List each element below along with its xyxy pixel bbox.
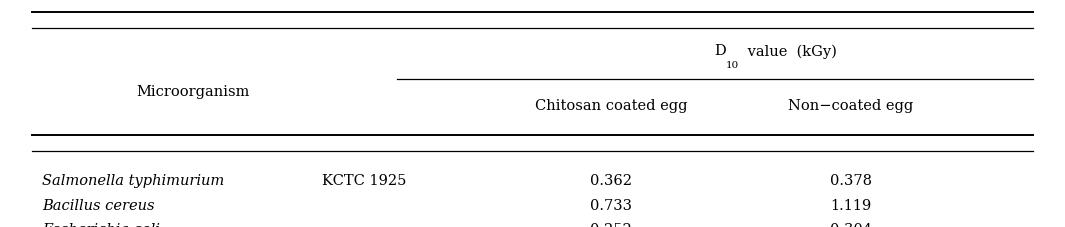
Text: 0.378: 0.378 xyxy=(830,173,872,187)
Text: 10: 10 xyxy=(725,61,739,70)
Text: 0.362: 0.362 xyxy=(590,173,632,187)
Text: value  (kGy): value (kGy) xyxy=(743,44,837,58)
Text: Chitosan coated egg: Chitosan coated egg xyxy=(535,99,687,113)
Text: KCTC 1925: KCTC 1925 xyxy=(322,173,406,187)
Text: Microorganism: Microorganism xyxy=(136,84,250,98)
Text: 1.119: 1.119 xyxy=(831,198,871,212)
Text: Bacillus cereus: Bacillus cereus xyxy=(42,198,154,212)
Text: D: D xyxy=(714,44,725,58)
Text: Non−coated egg: Non−coated egg xyxy=(788,99,914,113)
Text: 0.252: 0.252 xyxy=(590,222,632,227)
Text: 0.733: 0.733 xyxy=(590,198,632,212)
Text: Escherichia coli: Escherichia coli xyxy=(42,222,160,227)
Text: Salmonella typhimurium: Salmonella typhimurium xyxy=(42,173,225,187)
Text: 0.304: 0.304 xyxy=(830,222,872,227)
